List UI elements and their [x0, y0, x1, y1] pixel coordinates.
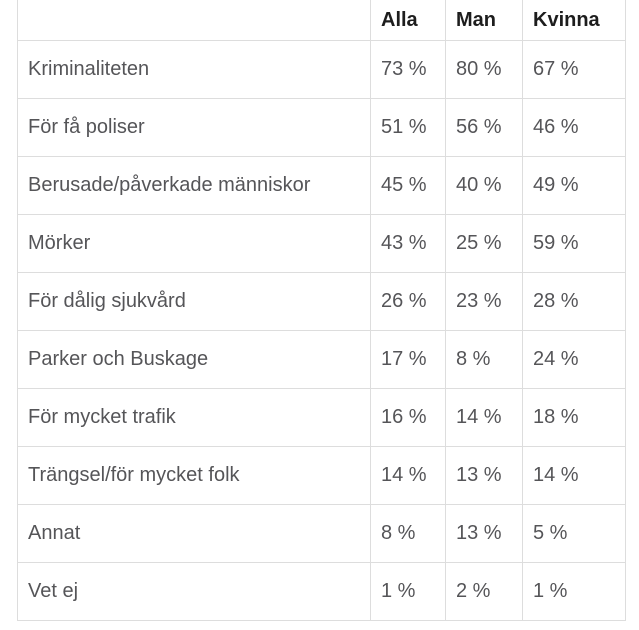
value-man: 2 % — [445, 562, 523, 621]
table-row: Parker och Buskage 17 % 8 % 24 % — [17, 330, 626, 389]
value-alla: 17 % — [370, 330, 446, 389]
value-kvinna: 5 % — [522, 504, 626, 563]
row-label: Parker och Buskage — [17, 330, 371, 389]
table-row: Vet ej 1 % 2 % 1 % — [17, 562, 626, 621]
survey-results-table: Alla Man Kvinna Kriminaliteten 73 % 80 %… — [17, 0, 626, 621]
value-kvinna: 49 % — [522, 156, 626, 215]
row-label: Kriminaliteten — [17, 40, 371, 99]
value-kvinna: 28 % — [522, 272, 626, 331]
value-alla: 73 % — [370, 40, 446, 99]
column-header-kvinna: Kvinna — [522, 0, 626, 41]
value-man: 80 % — [445, 40, 523, 99]
table-row: Trängsel/för mycket folk 14 % 13 % 14 % — [17, 446, 626, 505]
value-alla: 45 % — [370, 156, 446, 215]
value-man: 13 % — [445, 504, 523, 563]
table-row: Mörker 43 % 25 % 59 % — [17, 214, 626, 273]
value-kvinna: 67 % — [522, 40, 626, 99]
value-man: 23 % — [445, 272, 523, 331]
value-kvinna: 14 % — [522, 446, 626, 505]
value-alla: 43 % — [370, 214, 446, 273]
table-header: Alla Man Kvinna — [17, 0, 626, 41]
table-row: Kriminaliteten 73 % 80 % 67 % — [17, 40, 626, 99]
value-alla: 51 % — [370, 98, 446, 157]
value-kvinna: 18 % — [522, 388, 626, 447]
column-header-alla: Alla — [370, 0, 446, 41]
value-man: 13 % — [445, 446, 523, 505]
header-row: Alla Man Kvinna — [17, 0, 626, 41]
column-header-empty — [17, 0, 371, 41]
row-label: För få poliser — [17, 98, 371, 157]
value-kvinna: 46 % — [522, 98, 626, 157]
row-label: Trängsel/för mycket folk — [17, 446, 371, 505]
row-label: För mycket trafik — [17, 388, 371, 447]
table-row: För mycket trafik 16 % 14 % 18 % — [17, 388, 626, 447]
value-alla: 16 % — [370, 388, 446, 447]
value-kvinna: 24 % — [522, 330, 626, 389]
value-man: 40 % — [445, 156, 523, 215]
value-alla: 26 % — [370, 272, 446, 331]
row-label: Annat — [17, 504, 371, 563]
value-alla: 14 % — [370, 446, 446, 505]
value-alla: 1 % — [370, 562, 446, 621]
table-body: Kriminaliteten 73 % 80 % 67 % För få pol… — [17, 40, 626, 621]
value-kvinna: 59 % — [522, 214, 626, 273]
row-label: Vet ej — [17, 562, 371, 621]
row-label: För dålig sjukvård — [17, 272, 371, 331]
value-man: 8 % — [445, 330, 523, 389]
value-alla: 8 % — [370, 504, 446, 563]
row-label: Mörker — [17, 214, 371, 273]
value-man: 25 % — [445, 214, 523, 273]
column-header-man: Man — [445, 0, 523, 41]
row-label: Berusade/påverkade människor — [17, 156, 371, 215]
value-man: 56 % — [445, 98, 523, 157]
table-row: Berusade/påverkade människor 45 % 40 % 4… — [17, 156, 626, 215]
value-kvinna: 1 % — [522, 562, 626, 621]
table-row: Annat 8 % 13 % 5 % — [17, 504, 626, 563]
table-row: För få poliser 51 % 56 % 46 % — [17, 98, 626, 157]
value-man: 14 % — [445, 388, 523, 447]
table-row: För dålig sjukvård 26 % 23 % 28 % — [17, 272, 626, 331]
